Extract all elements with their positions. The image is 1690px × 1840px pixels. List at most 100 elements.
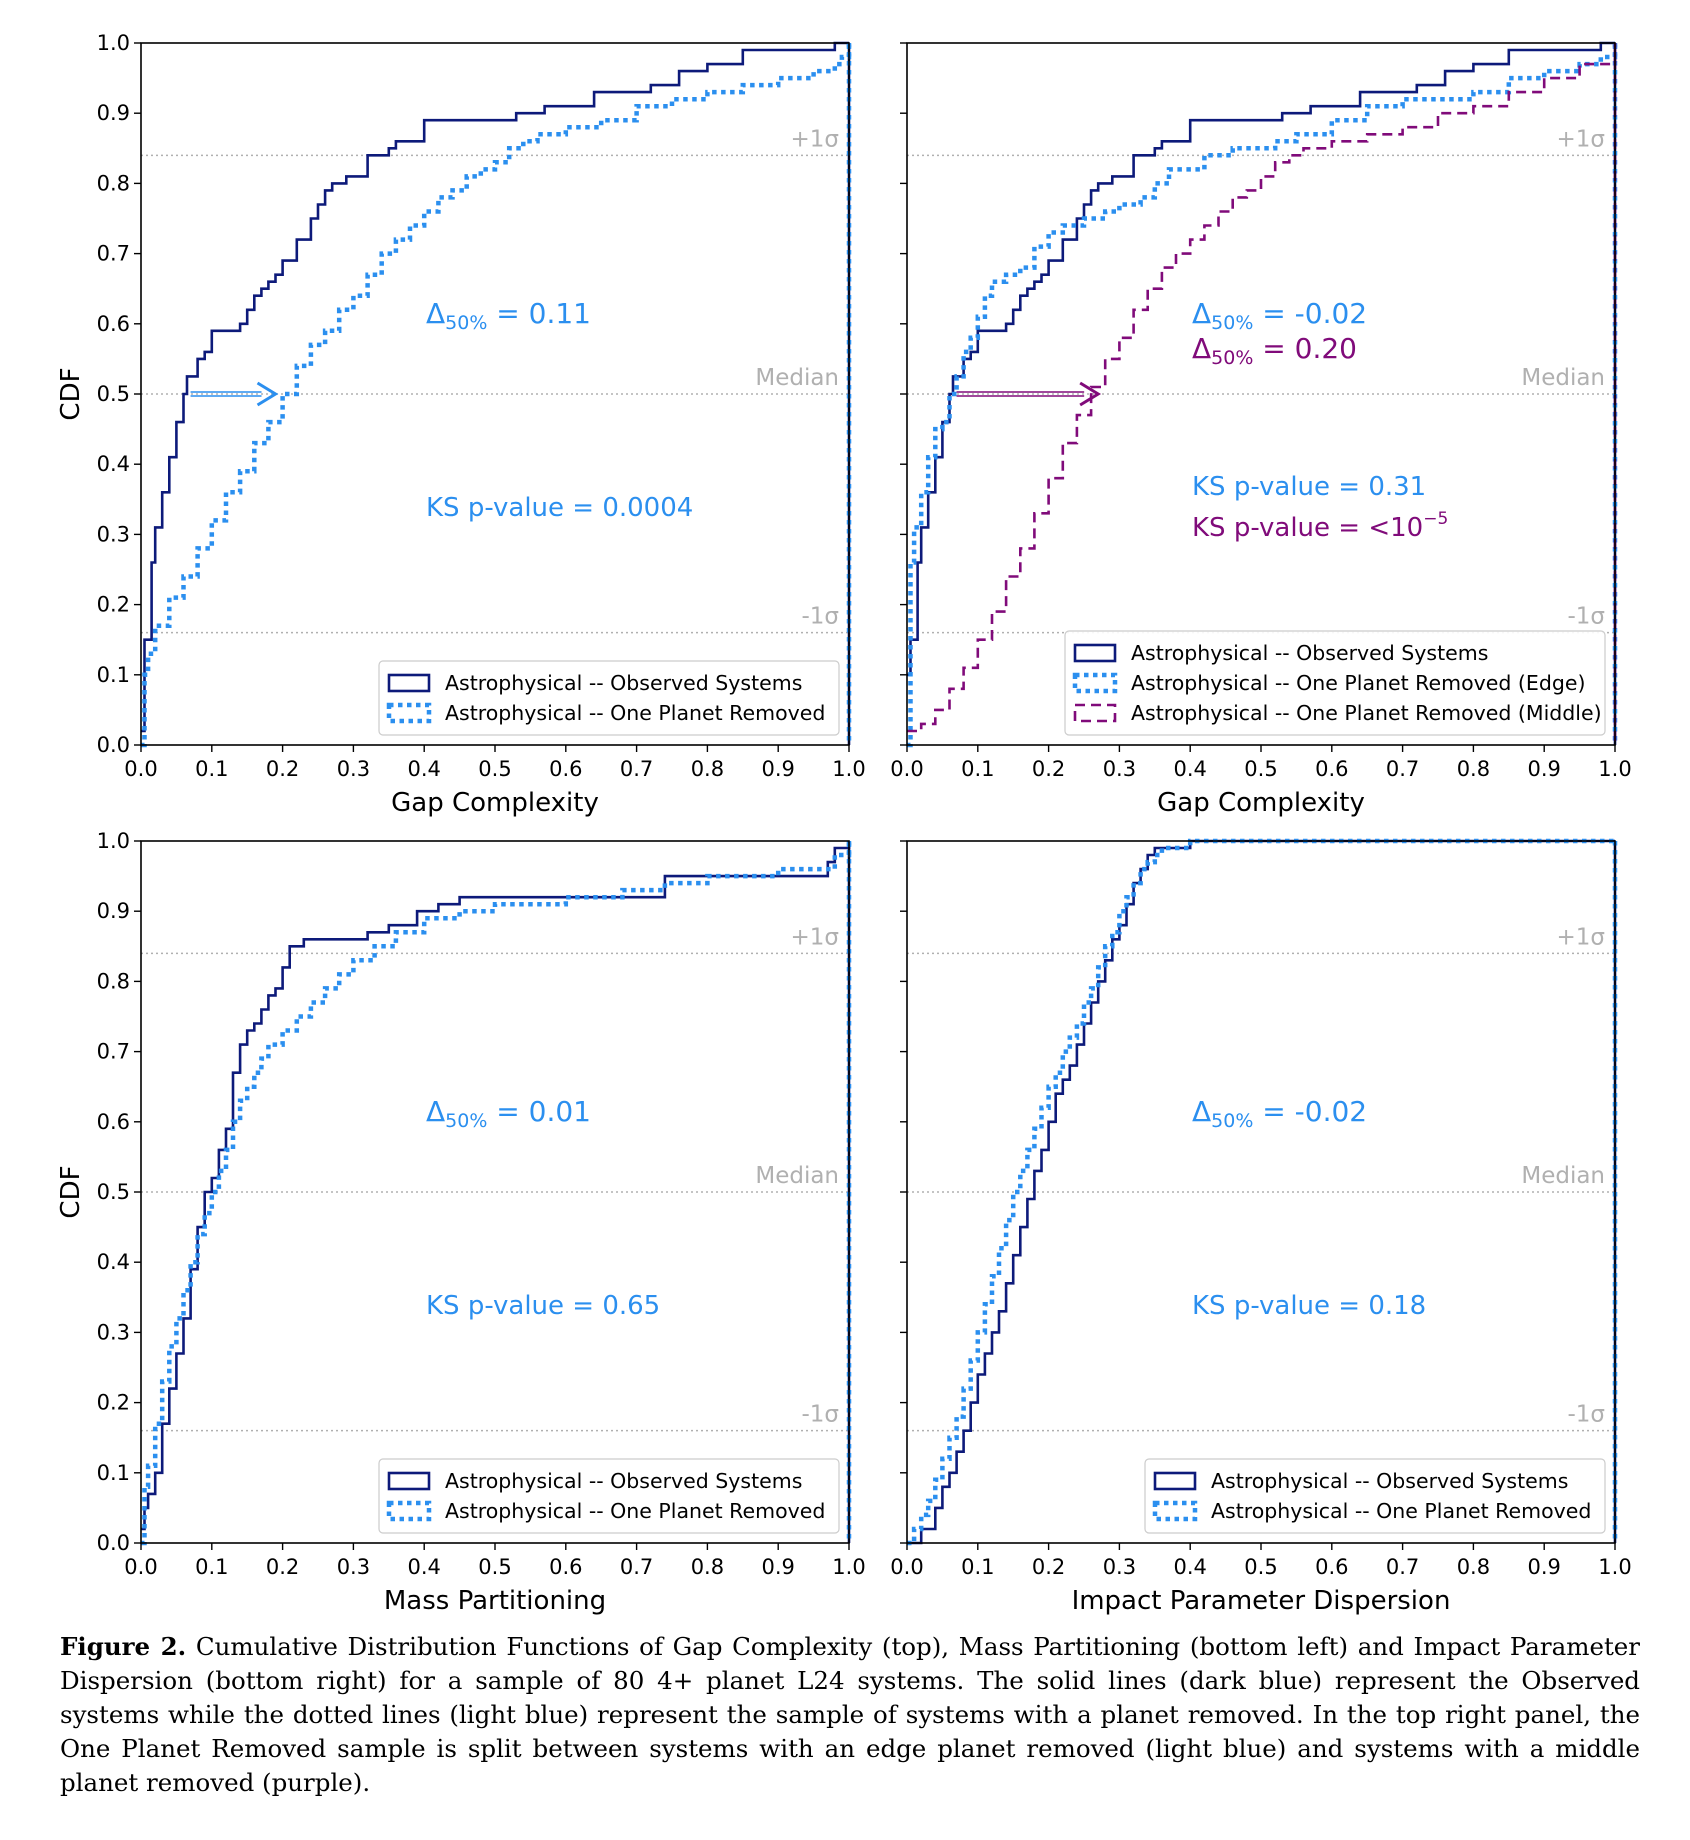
ks-pvalue-annotation: KS p-value = 0.0004	[426, 493, 693, 523]
x-tick-label: 0.6	[1315, 1555, 1348, 1579]
panel-top-left: +1σ Median -1σ 0.0 0.1 0.2 0.3 0.4 0.5 0.6 0.7 0.8 0…	[56, 31, 866, 818]
reference-label: +1σ	[791, 924, 839, 950]
legend-entry-label: Astrophysical -- One Planet Removed	[1211, 1499, 1591, 1523]
y-tick-label: 1.0	[97, 31, 130, 55]
x-tick-label: 0.7	[1386, 1555, 1419, 1579]
y-tick-label: 0.7	[97, 242, 130, 266]
legend-handle	[387, 1471, 431, 1491]
median-delta-annotation: Δ50% = -0.02	[1192, 297, 1367, 334]
series-solid-step-line	[907, 41, 1615, 677]
y-tick-label: 0.9	[97, 101, 130, 125]
legend-handle	[1072, 672, 1118, 694]
legend-box	[378, 1458, 840, 1534]
x-tick-label: 0.4	[1173, 1555, 1206, 1579]
y-tick-label: 0.3	[97, 522, 130, 546]
median-delta-annotation: Δ50% = 0.01	[426, 1095, 591, 1132]
y-tick-label: 0.8	[97, 969, 130, 993]
x-tick-label: 0.9	[761, 1555, 794, 1579]
x-axis-label: Gap Complexity	[391, 788, 599, 818]
y-tick-label: 0.1	[97, 1461, 130, 1485]
legend-entry-label: Astrophysical -- One Planet Removed	[445, 701, 825, 725]
reference-label: -1σ	[1567, 1402, 1605, 1428]
panel-bottom-right: +1σ Median -1σ 0.0 0.1 0.2 0.3 0.4 0.5 0.6 0.7 0.8 0…	[890, 838, 1632, 1616]
x-tick-label: 0.3	[337, 757, 370, 781]
figure-caption: Figure 2. Cumulative Distribution Functi…	[60, 1630, 1640, 1800]
legend-box	[378, 660, 840, 736]
y-tick-label: 0.0	[97, 1531, 130, 1555]
y-tick-label: 0.6	[97, 1110, 130, 1134]
x-tick-label: 0.0	[124, 757, 157, 781]
legend-handle	[386, 1500, 432, 1522]
legend-handle	[1073, 703, 1117, 723]
legend-box	[1064, 630, 1606, 736]
median-shift-arrowhead	[1079, 381, 1102, 407]
ks-pvalue-annotation: KS p-value = 0.18	[1192, 1291, 1426, 1321]
series-dotted-step-line	[141, 43, 852, 748]
y-tick-label: 1.0	[97, 829, 130, 853]
panel-top-right: +1σ Median -1σ 0.0 0.1 0.2 0.3 0.4 0.5 0.6 0.7 0.8 0…	[890, 41, 1632, 818]
x-tick-label: 0.2	[1032, 757, 1065, 781]
x-tick-label: 0.9	[761, 757, 794, 781]
legend-handle	[1073, 643, 1117, 663]
x-tick-label: 0.0	[890, 757, 923, 781]
y-tick-label: 0.7	[97, 1040, 130, 1064]
x-tick-label: 0.1	[195, 757, 228, 781]
y-tick-label: 0.2	[97, 1391, 130, 1415]
x-tick-label: 0.1	[195, 1555, 228, 1579]
reference-label: Median	[755, 365, 839, 391]
series-solid-step-line	[141, 41, 849, 733]
y-tick-label: 0.8	[97, 171, 130, 195]
legend-handle	[386, 702, 432, 724]
x-tick-label: 0.3	[1103, 1555, 1136, 1579]
series-dashed-step-line	[907, 43, 1617, 733]
x-tick-label: 0.7	[1386, 757, 1419, 781]
x-tick-label: 0.8	[691, 757, 724, 781]
ks-pvalue-annotation: KS p-value = <10−5	[1192, 509, 1448, 543]
reference-label: Median	[755, 1163, 839, 1189]
x-tick-label: 0.4	[1173, 757, 1206, 781]
reference-label: -1σ	[801, 1402, 839, 1428]
legend-handle	[1152, 1500, 1198, 1522]
reference-label: -1σ	[801, 604, 839, 630]
x-tick-label: 0.2	[1032, 1555, 1065, 1579]
x-axis-label: Gap Complexity	[1157, 788, 1365, 818]
y-tick-label: 0.2	[97, 593, 130, 617]
reference-label: Median	[1521, 1163, 1605, 1189]
caption-label: Figure 2.	[60, 1632, 187, 1661]
reference-label: Median	[1521, 365, 1605, 391]
x-tick-label: 1.0	[1598, 757, 1631, 781]
y-axis-label: CDF	[56, 367, 86, 420]
cdf-figure: +1σ Median -1σ 0.0 0.1 0.2 0.3 0.4 0.5 0.6 0.7 0.8 0…	[56, 31, 1632, 1616]
panel-bottom-left: +1σ Median -1σ 0.0 0.1 0.2 0.3 0.4 0.5 0.6 0.7 0.8 0…	[56, 829, 866, 1616]
x-tick-label: 1.0	[832, 757, 865, 781]
legend-entry-label: Astrophysical -- One Planet Removed (Edg…	[1131, 671, 1585, 695]
y-tick-label: 0.4	[97, 452, 130, 476]
x-tick-label: 0.2	[266, 1555, 299, 1579]
median-delta-annotation: Δ50% = -0.02	[1192, 1095, 1367, 1132]
legend-entry-label: Astrophysical -- Observed Systems	[1211, 1469, 1568, 1493]
y-tick-label: 0.1	[97, 663, 130, 687]
x-tick-label: 1.0	[832, 1555, 865, 1579]
x-tick-label: 0.5	[1244, 757, 1277, 781]
x-axis-label: Mass Partitioning	[384, 1586, 606, 1616]
y-axis-label: CDF	[56, 1165, 86, 1218]
ks-pvalue-annotation: KS p-value = 0.65	[426, 1291, 660, 1321]
legend-entry-label: Astrophysical -- One Planet Removed (Mid…	[1131, 701, 1602, 725]
legend-entry-label: Astrophysical -- Observed Systems	[445, 1469, 802, 1493]
x-tick-label: 0.2	[266, 757, 299, 781]
x-tick-label: 0.0	[124, 1555, 157, 1579]
legend-handle	[387, 673, 431, 693]
x-tick-label: 0.5	[1244, 1555, 1277, 1579]
x-tick-label: 0.3	[1103, 757, 1136, 781]
legend-box	[1144, 1458, 1606, 1534]
x-tick-label: 0.6	[549, 757, 582, 781]
reference-label: +1σ	[791, 126, 839, 152]
x-tick-label: 0.7	[620, 1555, 653, 1579]
series-dotted-step-line	[907, 838, 1615, 1546]
legend-entry-label: Astrophysical -- Observed Systems	[1131, 641, 1488, 665]
x-tick-label: 0.0	[890, 1555, 923, 1579]
x-tick-label: 0.9	[1527, 757, 1560, 781]
y-tick-label: 0.5	[97, 382, 130, 406]
x-tick-label: 0.6	[549, 1555, 582, 1579]
y-tick-label: 0.0	[97, 733, 130, 757]
